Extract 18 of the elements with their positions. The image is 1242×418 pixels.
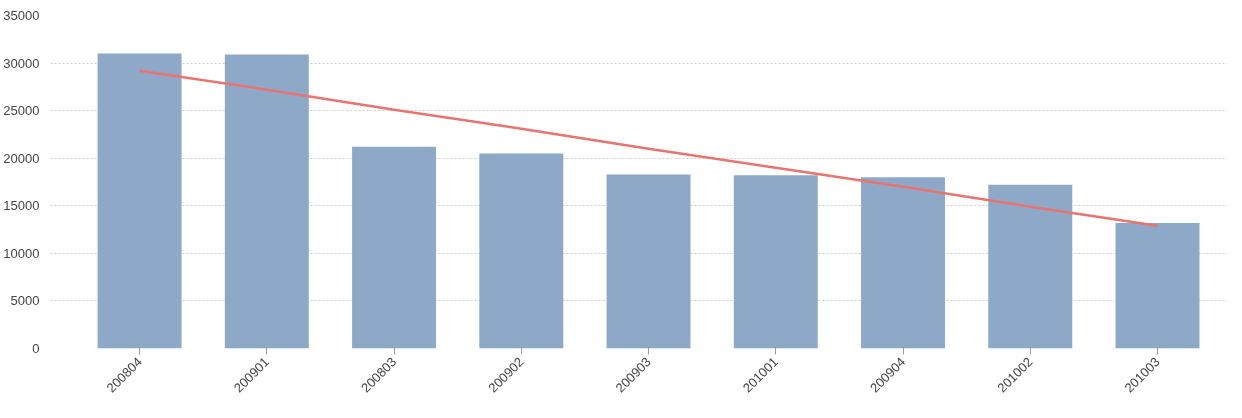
bar bbox=[97, 53, 182, 349]
y-tick-label: 5000 bbox=[10, 293, 40, 309]
y-tick-label: 15000 bbox=[3, 198, 40, 214]
bar bbox=[352, 146, 437, 349]
bar bbox=[733, 175, 818, 349]
y-tick-label: 35000 bbox=[3, 8, 40, 23]
bar bbox=[988, 184, 1073, 349]
y-tick-label: 30000 bbox=[3, 55, 40, 71]
bar bbox=[224, 54, 309, 349]
bar bbox=[479, 153, 564, 349]
y-tick-label: 20000 bbox=[3, 150, 40, 166]
y-tick-label: 0 bbox=[32, 341, 40, 356]
line-series bbox=[138, 69, 1159, 228]
bar bbox=[606, 174, 691, 349]
y-tick-label: 25000 bbox=[3, 103, 40, 119]
bar bbox=[1115, 222, 1200, 349]
bar bbox=[861, 177, 946, 349]
y-tick-label: 10000 bbox=[3, 245, 40, 261]
